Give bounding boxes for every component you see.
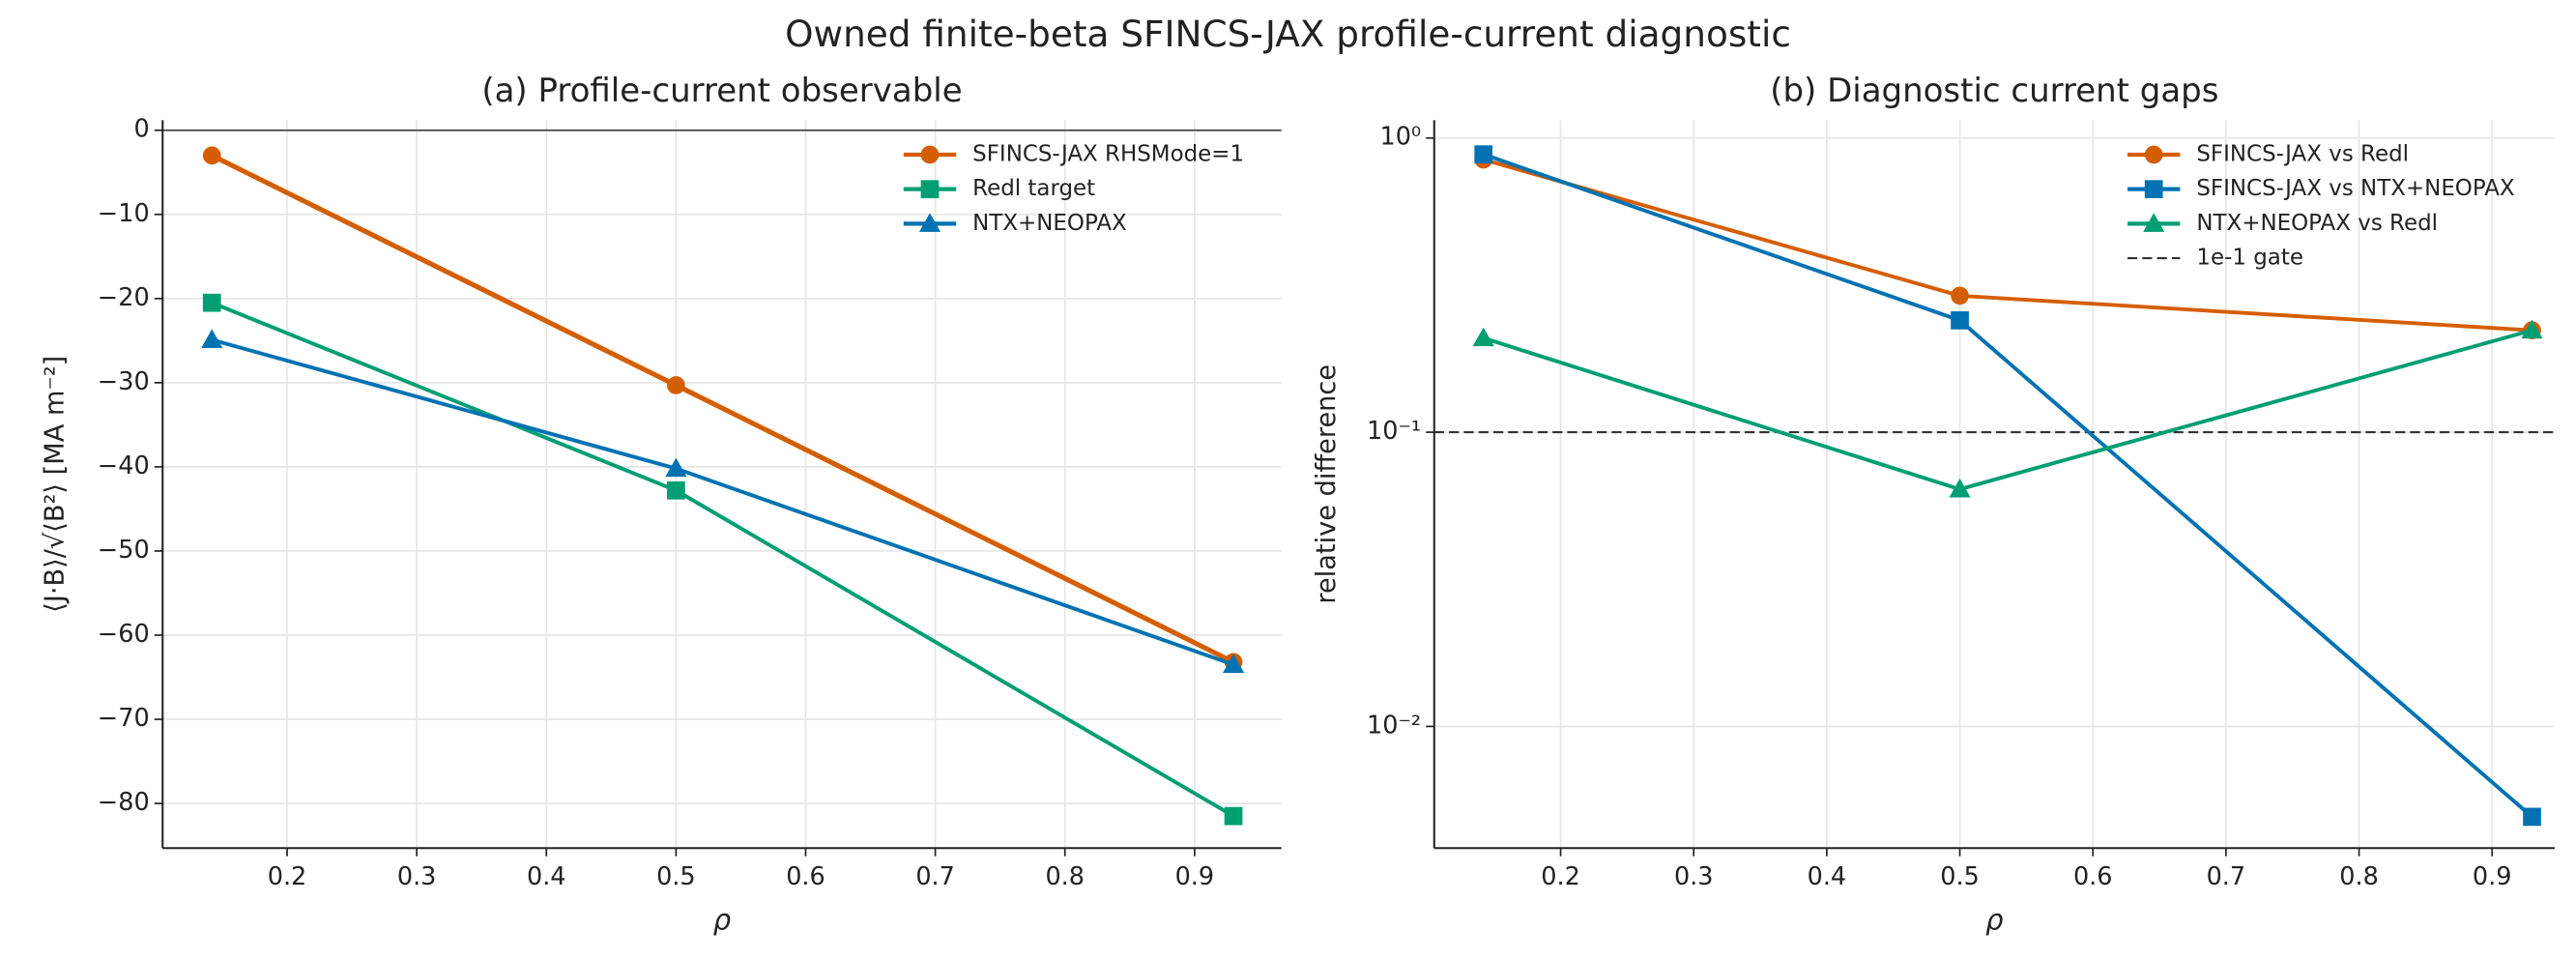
legend-label: SFINCS-JAX vs Redl (2196, 141, 2409, 166)
y-tick-label: 0 (133, 115, 149, 144)
y-tick-label: 10⁻¹ (1367, 417, 1421, 446)
marker (2144, 180, 2163, 199)
y-tick-label: −20 (98, 283, 150, 312)
x-tick-label: 0.9 (1175, 862, 1215, 891)
x-tick-label: 0.6 (2073, 862, 2113, 891)
marker (667, 376, 685, 394)
x-tick-label: 0.8 (2339, 862, 2379, 891)
x-tick-label: 0.3 (397, 862, 437, 891)
x-axis-label: ρ (713, 904, 732, 937)
y-tick-label: −40 (98, 451, 150, 480)
marker (1951, 311, 1969, 330)
x-tick-label: 0.7 (915, 862, 955, 891)
y-tick-label: −80 (98, 788, 150, 817)
series-line (1483, 328, 2533, 492)
x-tick-label: 0.9 (2473, 862, 2512, 891)
legend-label: NTX+NEOPAX (972, 211, 1127, 236)
series-line (211, 337, 1234, 667)
series-line (211, 301, 1235, 818)
legend-label: SFINCS-JAX vs NTX+NEOPAX (2196, 176, 2514, 201)
x-tick-label: 0.3 (1674, 862, 1714, 891)
legend-label: 1e-1 gate (2196, 246, 2303, 271)
y-tick-label: −10 (98, 199, 150, 228)
marker (1224, 806, 1243, 826)
x-tick-label: 0.7 (2207, 862, 2246, 891)
marker (667, 480, 685, 500)
marker (665, 457, 687, 478)
x-tick-label: 0.5 (1940, 862, 1980, 891)
marker (1949, 479, 1971, 498)
y-axis-label: relative difference (1312, 364, 1342, 604)
legend-label: SFINCS-JAX RHSMode=1 (972, 141, 1244, 166)
marker (2523, 807, 2541, 827)
x-tick-label: 0.5 (656, 862, 696, 891)
x-tick-label: 0.4 (527, 862, 566, 891)
x-tick-label: 0.6 (786, 862, 825, 891)
marker (918, 213, 941, 232)
marker (202, 146, 221, 165)
marker (1472, 327, 1494, 347)
x-tick-label: 0.8 (1045, 862, 1085, 891)
chart-title: (b) Diagnostic current gaps (1770, 72, 2218, 110)
marker (1223, 654, 1245, 673)
y-tick-label: −70 (98, 704, 150, 733)
x-tick-label: 0.2 (268, 862, 307, 891)
chart-title: (a) Profile-current observable (481, 72, 962, 110)
legend-label: NTX+NEOPAX vs Redl (2196, 211, 2438, 236)
marker (202, 293, 221, 312)
series-line (1483, 152, 2533, 819)
x-axis-label: ρ (1985, 904, 2004, 937)
marker (2143, 213, 2165, 232)
x-tick-label: 0.2 (1541, 862, 1580, 891)
marker (920, 180, 940, 199)
y-tick-label: 10⁻² (1367, 711, 1421, 740)
y-tick-label: 10⁰ (1380, 123, 1422, 152)
y-tick-label: −50 (98, 536, 150, 565)
x-tick-label: 0.4 (1808, 862, 1847, 891)
y-axis-label: ⟨J·B⟩/√⟨B²⟩ [MA m⁻²] (40, 356, 70, 613)
marker (2521, 319, 2543, 339)
marker (2144, 145, 2163, 164)
marker (1951, 286, 1969, 305)
y-tick-label: −60 (98, 620, 150, 649)
y-tick-label: −30 (98, 367, 150, 396)
marker (1474, 145, 1493, 163)
legend-label: Redl target (972, 176, 1095, 201)
marker (920, 145, 940, 164)
figure-title: Owned finite-beta SFINCS-JAX profile-cur… (785, 13, 1791, 55)
marker (201, 329, 223, 348)
